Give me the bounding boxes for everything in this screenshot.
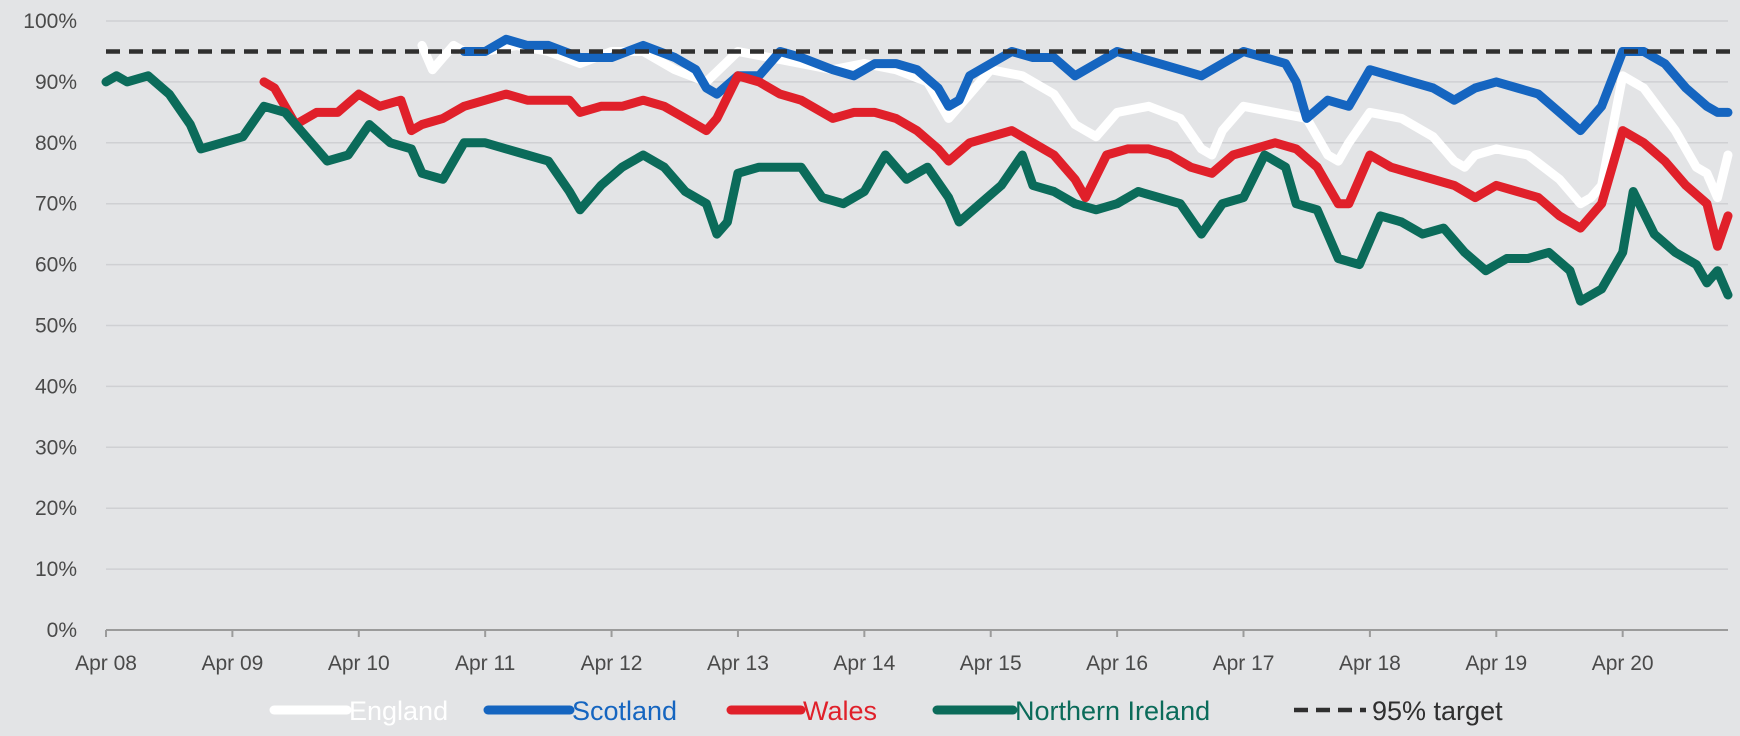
x-tick-label: Apr 13 (707, 652, 769, 675)
legend-label: Scotland (572, 696, 677, 726)
series-lines (101, 34, 1733, 306)
y-axis-ticks: 0% 10% 20% 30% 40% 50% 60% 70% 80% 90% 100% (23, 10, 77, 642)
x-tick-label: Apr 12 (581, 652, 643, 675)
legend-item-england: England (269, 696, 448, 726)
legend-item-scotland: Scotland (483, 696, 677, 726)
y-tick-label: 10% (35, 558, 77, 581)
x-tick-label: Apr 09 (201, 652, 263, 675)
legend-label: 95% target (1372, 696, 1503, 726)
legend-label: Northern Ireland (1015, 696, 1210, 726)
series-line-wales (259, 71, 1733, 251)
y-tick-label: 80% (35, 132, 77, 155)
x-tick-label: Apr 20 (1592, 652, 1654, 675)
y-tick-label: 20% (35, 497, 77, 520)
y-tick-label: 90% (35, 71, 77, 94)
legend-item-95-target: 95% target (1294, 696, 1503, 726)
x-tick-label: Apr 19 (1465, 652, 1527, 675)
legend-label: England (349, 696, 448, 726)
y-tick-label: 50% (35, 315, 77, 338)
x-axis-ticks: Apr 08 Apr 09 Apr 10 Apr 11 Apr 12 Apr 13 Apr … (75, 630, 1654, 675)
y-tick-label: 30% (35, 436, 77, 459)
x-tick-label: Apr 08 (75, 652, 137, 675)
gridlines (106, 20, 1728, 631)
y-tick-label: 0% (47, 619, 77, 642)
y-tick-label: 60% (35, 254, 77, 277)
y-tick-label: 70% (35, 193, 77, 216)
x-tick-label: Apr 17 (1213, 652, 1275, 675)
y-tick-label: 100% (23, 10, 77, 33)
legend-label: Wales (803, 696, 877, 726)
x-tick-label: Apr 14 (833, 652, 895, 675)
x-tick-label: Apr 15 (960, 652, 1022, 675)
x-tick-label: Apr 18 (1339, 652, 1401, 675)
x-tick-label: Apr 16 (1086, 652, 1148, 675)
y-tick-label: 40% (35, 375, 77, 398)
x-tick-label: Apr 11 (455, 652, 515, 675)
legend: England Scotland Wales Northern Ireland 95% … (269, 696, 1503, 726)
x-tick-label: Apr 10 (328, 652, 390, 675)
series-line-scotland (459, 34, 1733, 136)
legend-item-northern-ireland: Northern Ireland (932, 696, 1210, 726)
series-line-northern-ireland (101, 71, 1733, 306)
legend-item-wales: Wales (726, 696, 877, 726)
